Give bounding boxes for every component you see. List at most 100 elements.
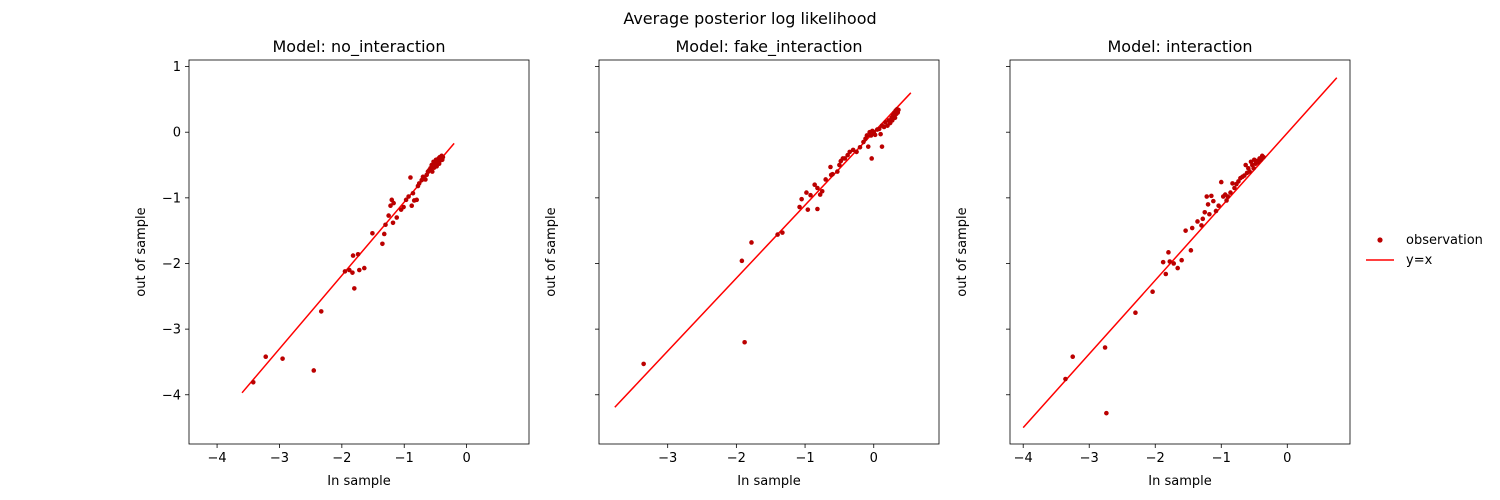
observation-point [883,120,888,125]
reference-line-yx [1022,77,1338,429]
observation-point [1175,265,1180,271]
figure-suptitle: Average posterior log likelihood [623,9,876,28]
observation-point [1216,203,1221,209]
observation-point [1167,259,1173,264]
observation-point [1195,219,1200,224]
observation-point [1205,202,1211,207]
x-tick-label: −4 [1014,451,1033,466]
observation-point [823,177,828,182]
observation-point [749,240,754,245]
observation-point [390,220,396,226]
x-axis-label: In sample [1148,474,1211,489]
observation-point [357,267,362,273]
observation-point [869,156,874,161]
observation-point [394,215,400,220]
observation-point [370,230,375,236]
observation-point [808,192,813,198]
observation-point [819,188,825,194]
observation-point [1102,345,1108,350]
observation-point [410,190,416,196]
observation-point [1213,208,1219,214]
observation-point [1179,257,1184,263]
observation-point [878,131,883,137]
observation-point [1224,198,1229,203]
observation-point [401,204,406,210]
panels-group: Model: no_interaction −4 −3 −2 −1 0 1 0 −1 −2 −3 −4… [134,37,1351,489]
observation-point [864,133,870,138]
x-tick-label: −1 [395,451,414,466]
panel-title: Model: interaction [1107,37,1252,56]
legend-observation-marker [1377,237,1383,243]
observation-point [1188,248,1194,253]
legend: observation y=x [1366,233,1483,268]
legend-yx-label: y=x [1406,253,1433,268]
observation-point [350,270,355,275]
reference-line-yx [614,92,912,408]
observation-point [1207,211,1212,217]
panel-no-interaction: Model: no_interaction −4 −3 −2 −1 0 1 0 −1 −2 −3 −4… [134,37,530,489]
y-tick-label: −2 [162,257,181,272]
observation-point [879,144,885,149]
observation-point [380,241,385,247]
observation-point [872,132,878,138]
observation-point [876,126,882,132]
axes-frame [598,59,940,445]
observation-point [1228,190,1233,195]
observation-point [381,231,387,237]
observation-point [408,175,413,180]
observation-point [799,196,804,202]
observation-point [430,169,435,174]
observation-point [896,107,901,113]
observation-point [416,181,422,186]
observation-point [280,356,285,361]
observation-point [1243,162,1248,168]
axes-frame [188,59,530,445]
observation-point [817,192,823,197]
observation-point [847,149,853,155]
x-axis-label: In sample [737,474,800,489]
observation-point [318,309,324,314]
x-tick-label: −3 [270,451,289,466]
observation-point [854,149,859,155]
y-tick-label: −3 [162,323,181,338]
y-axis-label: out of sample [955,207,970,296]
observation-point [1247,169,1252,174]
observation-point [352,286,357,291]
observation-point [1160,259,1166,265]
observation-point [1150,289,1155,295]
observation-point [797,204,802,210]
observation-point [1163,271,1169,277]
observation-point [311,368,317,373]
observation-point [868,133,874,138]
observation-point [861,139,866,145]
panel-fake-interaction: Model: fake_interaction −3 −2 −1 0 In sample o… [544,37,940,489]
observation-point [355,251,361,257]
x-tick-label: 0 [870,451,878,466]
observation-point [641,361,646,367]
observation-point [362,265,367,271]
observation-point [812,182,817,188]
observation-point [815,206,820,212]
observation-point [835,169,840,174]
observation-point [409,203,415,209]
y-tick-label: 0 [173,126,181,141]
observation-point [742,339,747,345]
axes-frame [1009,59,1351,445]
observation-point [842,156,848,161]
observation-point [383,222,388,228]
observation-point [1200,216,1206,222]
observation-point [423,177,428,182]
panel-title: Model: fake_interaction [675,37,862,57]
observation-point [850,147,856,153]
observation-point [1133,310,1138,316]
x-tick-label: −2 [332,451,351,466]
observation-point [1199,223,1204,228]
observation-point [837,162,842,168]
x-tick-label: −2 [727,451,746,466]
observation-point [250,379,256,385]
observation-point [815,185,820,191]
x-tick-label: 0 [1283,451,1291,466]
observation-point [1251,166,1256,171]
x-tick-label: −4 [207,451,226,466]
